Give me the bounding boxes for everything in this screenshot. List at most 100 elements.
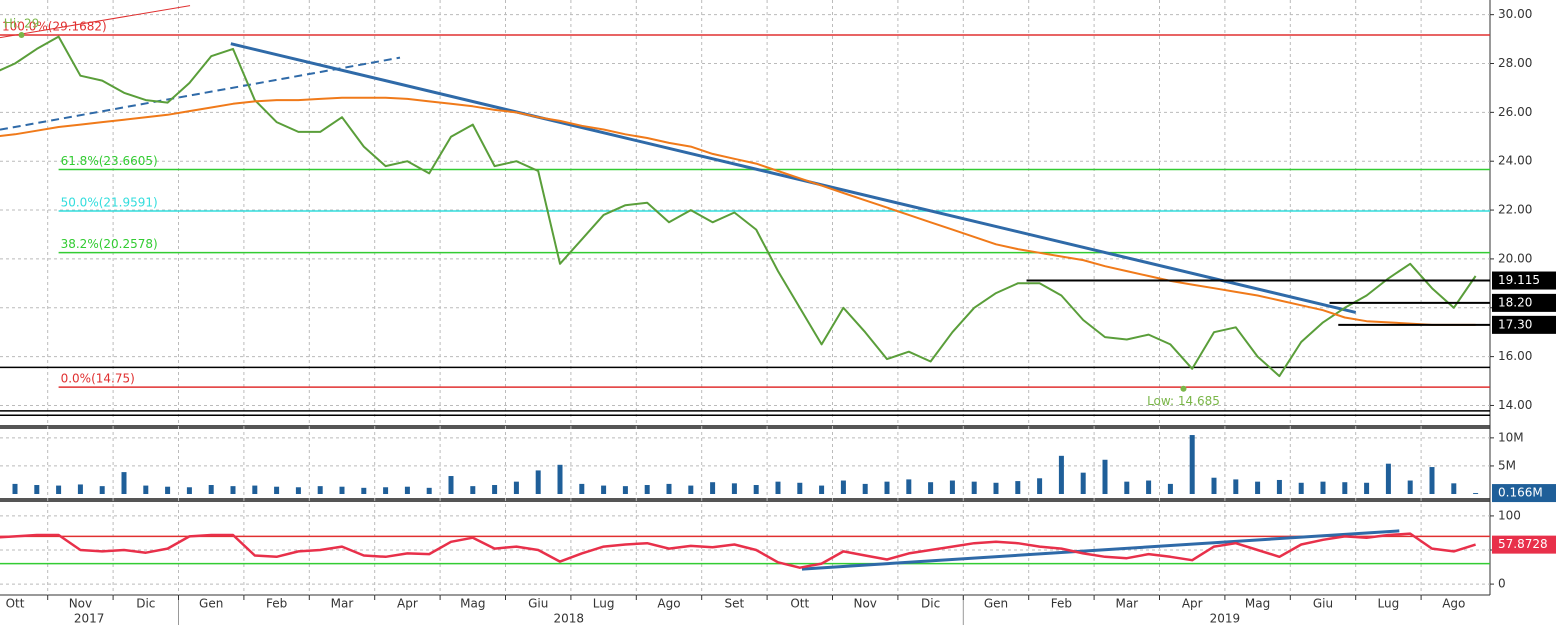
level-label: 61.8%(23.6605) (61, 154, 158, 168)
volume-bar (601, 485, 607, 494)
annotation: Low: 14.685 (1147, 394, 1220, 408)
x-tick-label: Ott (790, 597, 809, 611)
value-tag-label: 57.8728 (1498, 537, 1548, 551)
volume-bar (775, 481, 781, 494)
volume-bar (819, 485, 825, 494)
series-line (0, 96, 1476, 326)
volume-bar (383, 487, 389, 494)
annotation: Hi: 29 (4, 16, 39, 30)
x-tick-label: Ago (657, 597, 680, 611)
y-tick-label: 5M (1498, 458, 1516, 472)
x-tick-label: Gen (199, 597, 223, 611)
volume-bar (928, 482, 934, 494)
volume-bar (906, 479, 912, 494)
value-tag (1492, 535, 1556, 554)
volume-bar (186, 487, 192, 494)
x-tick-label: Nov (69, 597, 92, 611)
volume-bar (1473, 493, 1479, 494)
y-tick-label: 10M (1498, 430, 1524, 444)
series-line (0, 35, 1477, 378)
volume-bar (404, 486, 410, 494)
trendline (0, 56, 401, 131)
y-tick-label: 20.00 (1498, 251, 1532, 265)
y-tick-label: 14.00 (1498, 398, 1532, 412)
volume-bar (12, 483, 18, 494)
volume-bar (753, 485, 759, 494)
x-tick-label: Gen (984, 597, 1008, 611)
volume-bar (731, 483, 737, 494)
volume-bar (339, 486, 345, 494)
volume-bar (1080, 472, 1086, 494)
value-tag-label: 0.166M (1498, 486, 1543, 500)
trendline (801, 529, 1400, 571)
x-tick-label: Lug (1378, 597, 1400, 611)
volume-bar (56, 485, 62, 494)
volume-bar (165, 486, 171, 494)
volume-bar (1037, 478, 1043, 494)
volume-bar (492, 485, 498, 494)
y-tick-label: 26.00 (1498, 105, 1532, 119)
volume-bar (1233, 479, 1239, 494)
volume-bar (1015, 481, 1021, 494)
volume-bar (1320, 481, 1326, 494)
volume-bar (971, 481, 977, 494)
volume-bar (513, 481, 519, 494)
volume-bar (557, 464, 563, 494)
volume-bar (230, 486, 236, 494)
volume-bar (274, 486, 280, 494)
volume-bar (666, 483, 672, 494)
y-tick-label: 0 (1498, 577, 1506, 591)
volume-bar (884, 481, 890, 494)
volume-bar (1407, 480, 1413, 494)
volume-bar (1058, 455, 1064, 494)
y-tick-label: 22.00 (1498, 203, 1532, 217)
x-tick-label: Giu (1313, 597, 1333, 611)
volume-bar (361, 487, 367, 494)
volume-bar (1102, 459, 1108, 494)
level-label: 100.0%(29.1682) (2, 19, 107, 33)
volume-bar (295, 487, 301, 494)
year-label: 2018 (553, 612, 584, 625)
volume-bar (840, 480, 846, 494)
level-label: 50.0%(21.9591) (61, 196, 158, 210)
x-tick-label: Set (725, 597, 745, 611)
annotation-point (18, 31, 25, 38)
value-tag (1492, 315, 1556, 334)
x-tick-label: Ago (1442, 597, 1465, 611)
trendline (230, 42, 1357, 314)
volume-bar (143, 485, 149, 494)
value-tag (1492, 293, 1556, 312)
y-tick-label: 16.00 (1498, 349, 1532, 363)
volume-bar (1189, 435, 1195, 494)
volume-bar (1429, 467, 1435, 494)
volume-bar (1255, 481, 1261, 494)
x-tick-label: Mag (460, 597, 485, 611)
volume-bar (34, 485, 40, 494)
volume-bar (1211, 477, 1217, 494)
volume-bar (993, 482, 999, 494)
volume-bar (426, 487, 432, 494)
volume-bar (1276, 479, 1282, 494)
volume-bar (710, 482, 716, 494)
x-tick-label: Mag (1245, 597, 1270, 611)
value-tag-label: 19.115 (1498, 273, 1540, 287)
y-tick-label: 100 (1498, 508, 1521, 522)
panel-separator (0, 498, 1490, 502)
panel-separator (0, 425, 1490, 429)
series-line (0, 532, 1476, 569)
volume-bar (535, 470, 541, 494)
x-tick-label: Mar (331, 597, 354, 611)
x-tick-label: Lug (593, 597, 615, 611)
volume-bar (622, 486, 628, 494)
x-tick-label: Mar (1115, 597, 1138, 611)
volume-bar (1342, 482, 1348, 494)
volume-bar (688, 485, 694, 494)
y-tick-label: 30.00 (1498, 7, 1532, 21)
volume-bar (949, 480, 955, 494)
year-label: 2019 (1210, 612, 1241, 625)
level-label: 38.2%(20.2578) (61, 237, 158, 251)
x-tick-label: Apr (1182, 597, 1203, 611)
x-tick-label: Feb (1051, 597, 1072, 611)
